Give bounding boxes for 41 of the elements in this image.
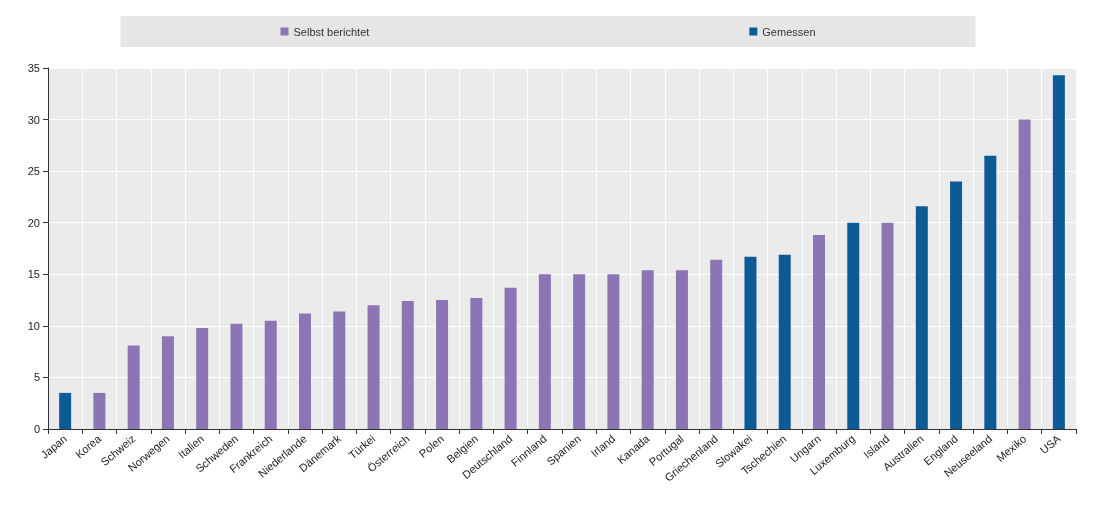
bar (881, 222, 894, 429)
bar (641, 270, 654, 429)
bar (93, 392, 106, 429)
bar (367, 305, 380, 429)
bar (847, 222, 860, 429)
bar (1018, 119, 1031, 429)
y-tick-label: 5 (33, 371, 40, 384)
legend-label: Gemessen (762, 25, 816, 38)
y-tick-label: 0 (33, 423, 40, 435)
bar (778, 254, 791, 429)
bar (813, 235, 825, 429)
bar (504, 287, 517, 429)
bar (230, 323, 243, 429)
bar (470, 298, 483, 429)
legend-label: Selbst berichtet (293, 25, 370, 38)
bar (710, 259, 723, 429)
bar (333, 311, 346, 429)
bar (1052, 75, 1065, 429)
bar (196, 327, 209, 429)
bar (127, 345, 140, 429)
bar (264, 320, 277, 429)
bar (744, 256, 757, 429)
y-tick-label: 25 (27, 165, 40, 178)
y-tick-label: 10 (27, 319, 40, 332)
bar (538, 274, 551, 429)
bar (161, 336, 174, 429)
bar (607, 274, 620, 429)
bar (950, 181, 963, 429)
y-tick-label: 30 (27, 113, 40, 126)
bar (436, 300, 449, 429)
y-tick-label: 35 (27, 62, 40, 74)
y-tick-label: 15 (27, 268, 40, 281)
bar (59, 392, 72, 429)
x-tick-label: USA (1037, 431, 1064, 457)
bar (915, 206, 928, 429)
bar (401, 301, 414, 429)
bar (984, 155, 997, 429)
bar (299, 313, 311, 429)
y-tick-label: 20 (27, 216, 40, 229)
bar (675, 270, 688, 429)
bar (573, 274, 586, 429)
